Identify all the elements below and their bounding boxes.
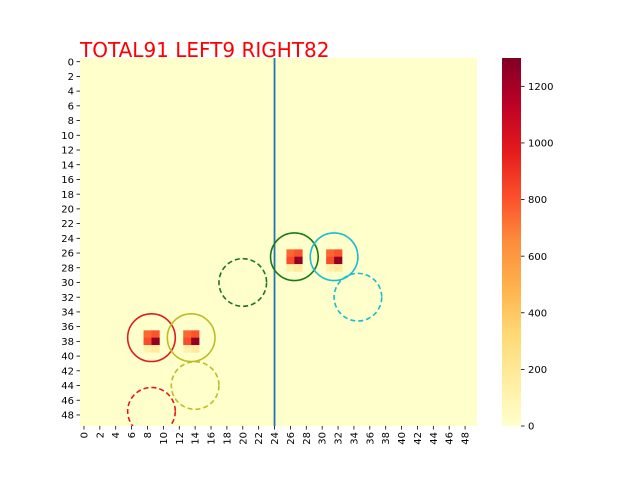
heatmap-cells — [143, 249, 343, 353]
y-tick-label: 34 — [61, 308, 74, 319]
heatmap-cell — [143, 345, 152, 353]
x-tick-label: 40 — [397, 432, 408, 445]
x-tick-label: 38 — [381, 432, 392, 445]
x-tick-label: 24 — [270, 432, 281, 445]
y-tick-label: 0 — [68, 57, 74, 68]
x-tick-label: 4 — [111, 432, 122, 438]
x-tick-label: 30 — [318, 432, 329, 445]
y-tick-label: 10 — [61, 131, 74, 142]
y-tick-label: 14 — [61, 160, 74, 171]
colorbar-tick-label: 0 — [528, 422, 534, 433]
x-tick-label: 44 — [429, 432, 440, 445]
heatmap-overlays — [126, 58, 383, 426]
circle-cyan-dashed — [333, 272, 383, 322]
y-tick-label: 32 — [61, 293, 74, 304]
y-tick-label: 42 — [61, 366, 74, 377]
x-tick-label: 10 — [159, 432, 170, 445]
y-tick-label: 22 — [61, 219, 74, 230]
heatmap-cell — [183, 345, 192, 353]
heatmap-cell — [183, 337, 192, 346]
circle-olive-dashed — [170, 360, 220, 411]
x-axis-ticks: 0 2 4 6 8 10 12 14 16 18 20 22 24 26 28 30 32 34 36 38 40 42 4… — [79, 426, 472, 445]
y-tick-label: 38 — [61, 337, 74, 348]
y-tick-label: 48 — [61, 411, 74, 422]
heatmap-cell — [334, 249, 343, 258]
x-tick-label: 16 — [207, 432, 218, 445]
heatmap-cell — [326, 264, 335, 272]
y-tick-label: 46 — [61, 396, 74, 407]
x-tick-label: 18 — [222, 432, 233, 445]
y-tick-label: 26 — [61, 249, 74, 260]
colorbar-tick-label: 400 — [528, 308, 547, 319]
heatmap-cell — [294, 264, 303, 272]
x-tick-label: 48 — [461, 432, 472, 445]
x-tick-label: 6 — [127, 432, 138, 438]
y-tick-label: 2 — [68, 72, 74, 83]
y-tick-label: 4 — [68, 87, 74, 98]
circle-green-dashed — [218, 257, 268, 308]
heatmap-cell — [294, 249, 303, 258]
heatmap-cell — [286, 256, 295, 265]
circle-red-solid — [126, 313, 177, 363]
y-tick-label: 40 — [61, 352, 74, 363]
y-tick-label: 44 — [61, 381, 74, 392]
y-axis-ticks: 0246810121416182022242628303234363840424… — [61, 57, 80, 422]
x-tick-label: 8 — [143, 432, 154, 438]
y-tick-label: 20 — [61, 204, 74, 215]
heatmap-cell — [191, 345, 200, 353]
y-tick-label: 28 — [61, 263, 74, 274]
y-tick-label: 36 — [61, 322, 74, 333]
colorbar-tick-label: 600 — [528, 252, 547, 263]
heatmap-cell — [143, 337, 152, 346]
x-tick-label: 20 — [238, 432, 249, 445]
heatmap-cell — [286, 249, 295, 258]
x-tick-label: 22 — [254, 432, 265, 445]
colorbar — [502, 58, 521, 426]
colorbar-tick-label: 800 — [528, 195, 547, 206]
colorbar-tick-label: 200 — [528, 365, 547, 376]
heatmap-cell — [334, 256, 343, 265]
circle-cyan-solid — [309, 232, 359, 282]
heatmap-cell — [326, 249, 335, 258]
y-tick-label: 12 — [61, 146, 74, 157]
circle-red-dashed — [126, 386, 177, 426]
heatmap-cell — [294, 256, 303, 265]
y-tick-label: 18 — [61, 190, 74, 201]
x-tick-label: 26 — [286, 432, 297, 445]
y-tick-label: 6 — [68, 101, 74, 112]
heatmap-cell — [191, 337, 200, 346]
heatmap-cell — [151, 337, 160, 346]
heatmap-cell — [151, 345, 160, 353]
x-tick-label: 14 — [191, 432, 202, 445]
x-tick-label: 36 — [365, 432, 376, 445]
x-tick-label: 28 — [302, 432, 313, 445]
circle-green-solid — [269, 232, 319, 282]
heatmap-background — [80, 58, 477, 426]
x-tick-label: 2 — [95, 432, 106, 438]
x-tick-label: 34 — [349, 432, 360, 445]
x-tick-label: 32 — [334, 432, 345, 445]
y-tick-label: 16 — [61, 175, 74, 186]
x-tick-label: 12 — [175, 432, 186, 445]
colorbar-ticks: 0 200 400 600 800 1000 1200 — [521, 82, 553, 433]
heatmap-cell — [334, 264, 343, 272]
heatmap-cell — [183, 330, 192, 338]
heatmap-cell — [143, 330, 152, 338]
x-tick-label: 46 — [445, 432, 456, 445]
y-tick-label: 24 — [61, 234, 74, 245]
heatmap-cell — [191, 330, 200, 338]
heatmap-cell — [326, 256, 335, 265]
heatmap-cell — [151, 330, 160, 338]
x-tick-label: 42 — [413, 432, 424, 445]
x-tick-label: 0 — [79, 432, 90, 438]
heatmap-cell — [286, 264, 295, 272]
colorbar-tick-label: 1200 — [528, 82, 553, 93]
colorbar-tick-label: 1000 — [528, 139, 553, 150]
y-tick-label: 8 — [68, 116, 74, 127]
y-tick-label: 30 — [61, 278, 74, 289]
